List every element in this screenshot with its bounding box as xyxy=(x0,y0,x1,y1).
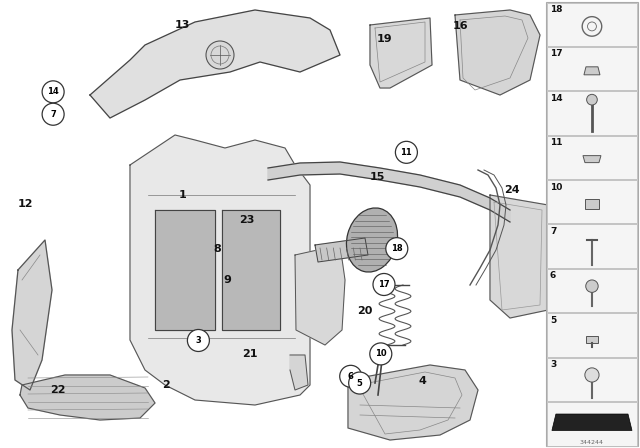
Text: 12: 12 xyxy=(18,199,33,209)
Ellipse shape xyxy=(346,208,397,272)
Text: 15: 15 xyxy=(370,172,385,182)
Text: 22: 22 xyxy=(50,385,65,395)
Text: 9: 9 xyxy=(223,275,231,285)
Bar xyxy=(547,91,637,135)
Bar xyxy=(547,180,637,224)
Circle shape xyxy=(340,365,362,388)
Text: 14: 14 xyxy=(550,94,563,103)
Polygon shape xyxy=(348,365,478,440)
Text: 17: 17 xyxy=(550,49,563,58)
Polygon shape xyxy=(12,240,52,390)
Circle shape xyxy=(586,280,598,293)
Polygon shape xyxy=(155,210,215,330)
Text: 2: 2 xyxy=(163,380,170,390)
Text: 10: 10 xyxy=(550,183,563,192)
Text: 24: 24 xyxy=(504,185,520,195)
Text: 3: 3 xyxy=(196,336,201,345)
Bar xyxy=(547,402,637,445)
Text: 21: 21 xyxy=(242,349,257,359)
Polygon shape xyxy=(552,414,632,431)
Polygon shape xyxy=(268,162,510,222)
Text: 7: 7 xyxy=(550,227,556,236)
Bar xyxy=(585,199,599,209)
Polygon shape xyxy=(20,375,155,420)
Circle shape xyxy=(42,103,64,125)
Bar xyxy=(547,136,637,179)
Bar xyxy=(547,358,637,401)
Text: 13: 13 xyxy=(175,20,190,30)
Polygon shape xyxy=(315,238,368,262)
Text: 17: 17 xyxy=(378,280,390,289)
Circle shape xyxy=(42,81,64,103)
Text: 5: 5 xyxy=(356,379,363,388)
Polygon shape xyxy=(295,245,345,345)
Polygon shape xyxy=(370,18,432,88)
Bar xyxy=(547,313,637,357)
Text: 16: 16 xyxy=(453,21,468,31)
Circle shape xyxy=(373,273,395,296)
Text: 11: 11 xyxy=(401,148,412,157)
Bar xyxy=(586,336,598,343)
Circle shape xyxy=(188,329,209,352)
Polygon shape xyxy=(455,10,540,95)
Bar xyxy=(547,47,637,90)
Polygon shape xyxy=(90,10,340,118)
Text: 7: 7 xyxy=(51,110,56,119)
Text: 23: 23 xyxy=(239,215,254,224)
Polygon shape xyxy=(130,135,310,405)
Text: 344244: 344244 xyxy=(580,440,604,445)
Text: 18: 18 xyxy=(550,5,563,14)
Circle shape xyxy=(386,237,408,260)
Circle shape xyxy=(396,141,417,164)
Circle shape xyxy=(370,343,392,365)
Polygon shape xyxy=(490,195,548,318)
Text: 6: 6 xyxy=(550,271,556,280)
Text: 18: 18 xyxy=(391,244,403,253)
Text: 14: 14 xyxy=(47,87,59,96)
Text: 19: 19 xyxy=(376,34,392,44)
Text: 1: 1 xyxy=(179,190,186,200)
Bar xyxy=(546,2,638,446)
Polygon shape xyxy=(584,67,600,75)
Polygon shape xyxy=(222,210,280,330)
Circle shape xyxy=(206,41,234,69)
Text: 11: 11 xyxy=(550,138,563,147)
Text: 20: 20 xyxy=(357,306,372,316)
Circle shape xyxy=(587,95,597,105)
Polygon shape xyxy=(290,355,308,390)
Text: 4: 4 xyxy=(419,376,426,386)
Text: 10: 10 xyxy=(375,349,387,358)
Text: 5: 5 xyxy=(550,316,556,325)
Circle shape xyxy=(585,368,599,382)
Text: 6: 6 xyxy=(348,372,354,381)
Bar xyxy=(547,3,637,46)
Bar xyxy=(547,224,637,268)
Text: 3: 3 xyxy=(550,360,556,369)
Polygon shape xyxy=(583,155,601,163)
Text: 8: 8 xyxy=(214,244,221,254)
Bar xyxy=(547,269,637,312)
Circle shape xyxy=(349,372,371,394)
